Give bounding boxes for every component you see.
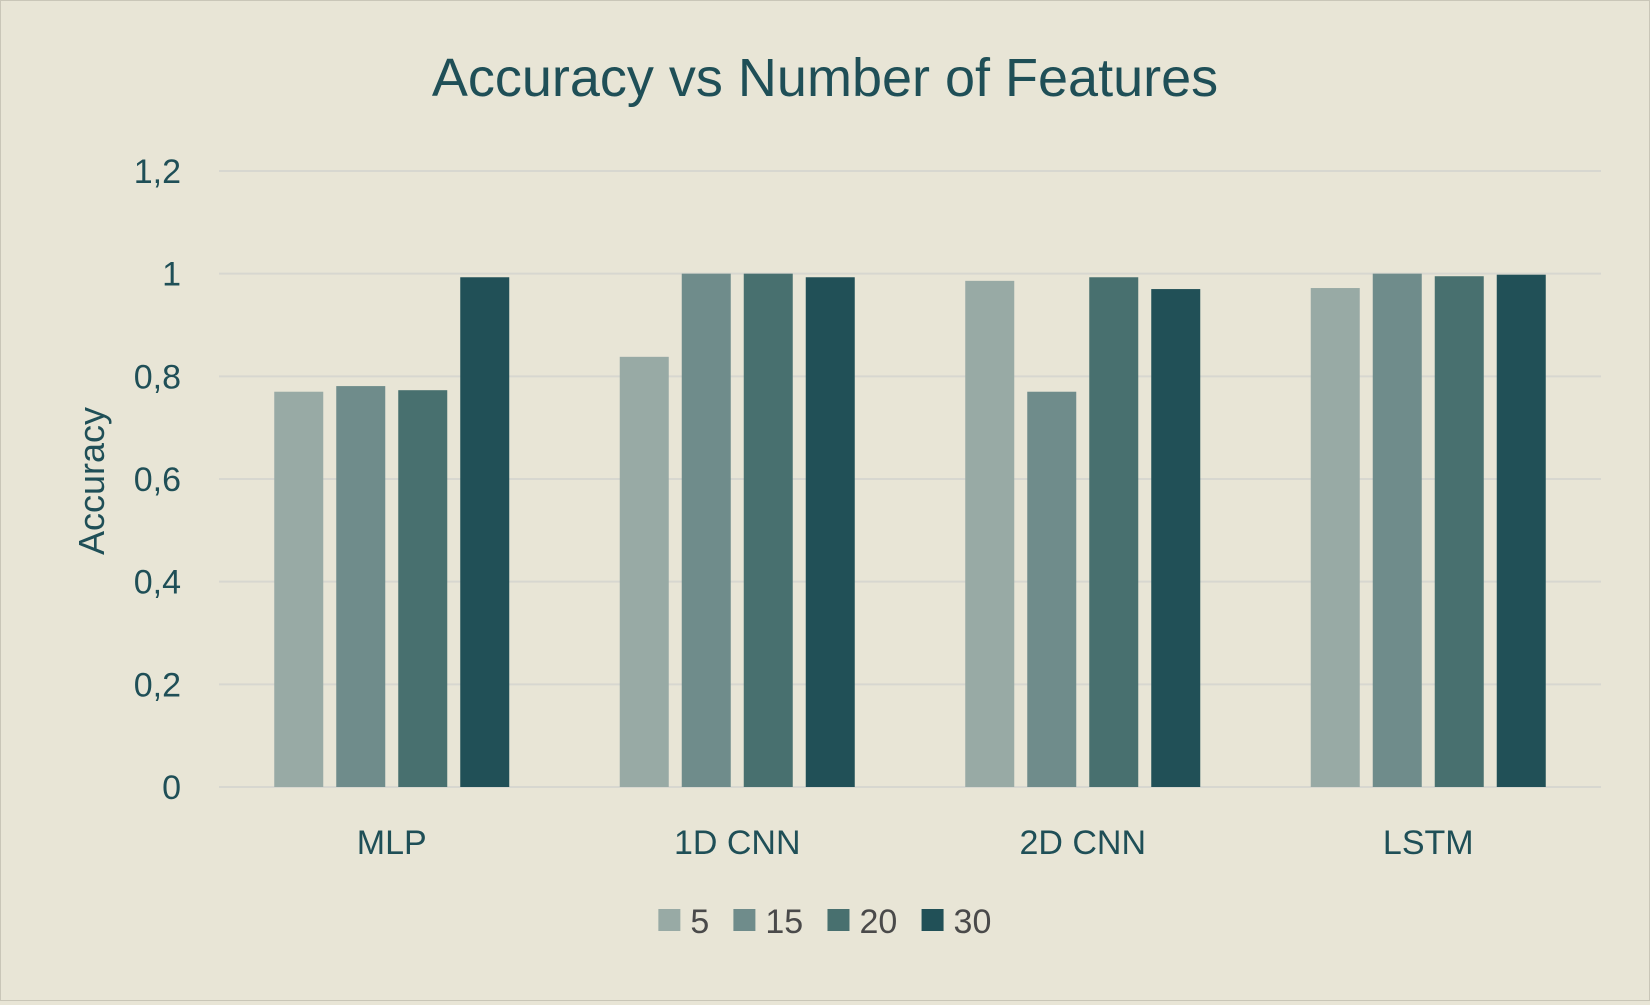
bar-mlp-series-20	[398, 390, 448, 787]
y-tick-label: 0,4	[134, 564, 181, 602]
y-axis-label: Accuracy	[71, 407, 112, 555]
y-tick-label: 0	[162, 769, 181, 807]
y-axis-ticks: 0 0,2 0,4 0,6 0,8 1 1,2	[134, 153, 181, 807]
legend-swatch	[658, 909, 681, 931]
legend-label: 15	[765, 903, 803, 941]
legend-label: 20	[859, 903, 897, 941]
y-tick-label: 1	[162, 256, 181, 294]
legend-label: 30	[954, 903, 992, 941]
x-tick-label: LSTM	[1383, 824, 1474, 862]
x-axis-ticks: MLP 1D CNN 2D CNN LSTM	[357, 824, 1474, 862]
bar-2d-cnn-series-30	[1151, 289, 1201, 787]
x-tick-label: 1D CNN	[674, 824, 801, 862]
gridlines	[219, 170, 1601, 788]
bar-1d-cnn-series-30	[805, 277, 855, 787]
bar-mlp-series-30	[460, 277, 510, 787]
bar-1d-cnn-series-15	[681, 273, 731, 788]
y-tick-label: 0,6	[134, 461, 181, 499]
bar-lstm-series-20	[1434, 276, 1484, 787]
legend-swatch	[921, 909, 944, 931]
legend-swatch	[827, 909, 850, 931]
bar-mlp-series-15	[336, 386, 386, 787]
x-tick-label: MLP	[357, 824, 427, 862]
bar-2d-cnn-series-20	[1089, 277, 1139, 787]
legend-swatch	[733, 909, 756, 931]
bar-1d-cnn-series-20	[743, 273, 793, 788]
legend-label: 5	[690, 903, 709, 941]
x-tick-label: 2D CNN	[1019, 824, 1146, 862]
legend: 5 15 20 30	[658, 903, 991, 941]
y-tick-label: 0,8	[134, 358, 181, 396]
y-tick-label: 1,2	[134, 153, 181, 191]
bar-1d-cnn-series-5	[619, 356, 669, 787]
bar-mlp-series-5	[274, 391, 324, 787]
bar-lstm-series-5	[1310, 288, 1360, 787]
bar-2d-cnn-series-15	[1027, 391, 1077, 787]
bar-lstm-series-15	[1372, 273, 1422, 788]
bar-lstm-series-30	[1496, 274, 1546, 787]
bars	[274, 273, 1546, 788]
y-tick-label: 0,2	[134, 666, 181, 704]
bar-2d-cnn-series-5	[965, 280, 1015, 787]
chart-title: Accuracy vs Number of Features	[432, 48, 1218, 108]
